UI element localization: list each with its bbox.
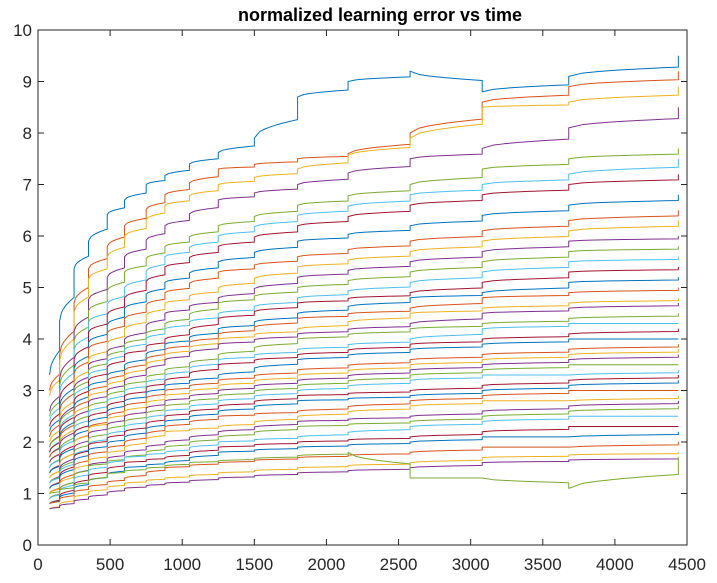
y-tick-label: 3 (23, 382, 32, 401)
chart-title: normalized learning error vs time (238, 5, 522, 25)
x-tick-label: 500 (96, 555, 124, 574)
series-line (49, 236, 679, 448)
series-line (49, 405, 679, 499)
series-line (49, 349, 679, 479)
series-line (49, 297, 679, 463)
series-line (49, 452, 679, 510)
y-tick-label: 6 (23, 227, 32, 246)
series-line (49, 71, 679, 391)
series-line (49, 266, 679, 453)
y-tick-label: 2 (23, 433, 32, 452)
x-tick-label: 1000 (163, 555, 201, 574)
series-line (49, 451, 679, 494)
y-tick-label: 1 (23, 485, 32, 504)
plot-background (38, 30, 687, 545)
series-line (49, 86, 679, 396)
series-line (49, 426, 679, 505)
x-tick-label: 4000 (596, 555, 634, 574)
x-tick-label: 2000 (308, 555, 346, 574)
series-line (49, 431, 679, 505)
x-tick-label: 3500 (524, 555, 562, 574)
x-tick-label: 1500 (235, 555, 273, 574)
series-line (49, 395, 679, 494)
y-tick-label: 8 (23, 124, 32, 143)
x-tick-label: 2500 (380, 555, 418, 574)
y-axis-ticks: 0 1 2 3 4 5 6 7 8 9 10 (13, 21, 687, 555)
series-line (49, 415, 679, 499)
series-line (49, 287, 679, 458)
series-line (49, 55, 679, 376)
series-line (49, 338, 679, 474)
y-tick-label: 7 (23, 176, 32, 195)
series-line (49, 442, 679, 505)
y-tick-label: 5 (23, 279, 32, 298)
series-line (49, 323, 679, 468)
series-line (49, 457, 679, 510)
series-line (49, 375, 679, 489)
series-line (49, 390, 679, 494)
series-group (49, 55, 679, 510)
y-tick-label: 0 (23, 536, 32, 555)
x-tick-label: 0 (33, 555, 42, 574)
series-line (49, 256, 679, 453)
y-tick-label: 9 (23, 73, 32, 92)
series-line (49, 107, 679, 412)
series-line (49, 354, 679, 484)
series-line (49, 328, 679, 474)
series-line (49, 174, 679, 427)
series-line (49, 364, 679, 484)
series-line (49, 246, 679, 448)
series-line (49, 220, 679, 443)
series-line (49, 158, 679, 422)
series-line (49, 380, 679, 489)
y-tick-label: 4 (23, 330, 32, 349)
x-axis-ticks: 0 500 1000 1500 2000 2500 3000 3500 4000 4500 (33, 30, 706, 574)
x-tick-label: 3000 (452, 555, 490, 574)
x-tick-label: 4500 (668, 555, 706, 574)
series-line (49, 148, 679, 417)
series-line (49, 313, 679, 468)
series-line (49, 194, 679, 432)
series-line (49, 369, 679, 484)
series-line (49, 210, 679, 437)
series-line (49, 302, 679, 463)
y-tick-label: 10 (13, 21, 32, 40)
series-line (49, 277, 679, 458)
